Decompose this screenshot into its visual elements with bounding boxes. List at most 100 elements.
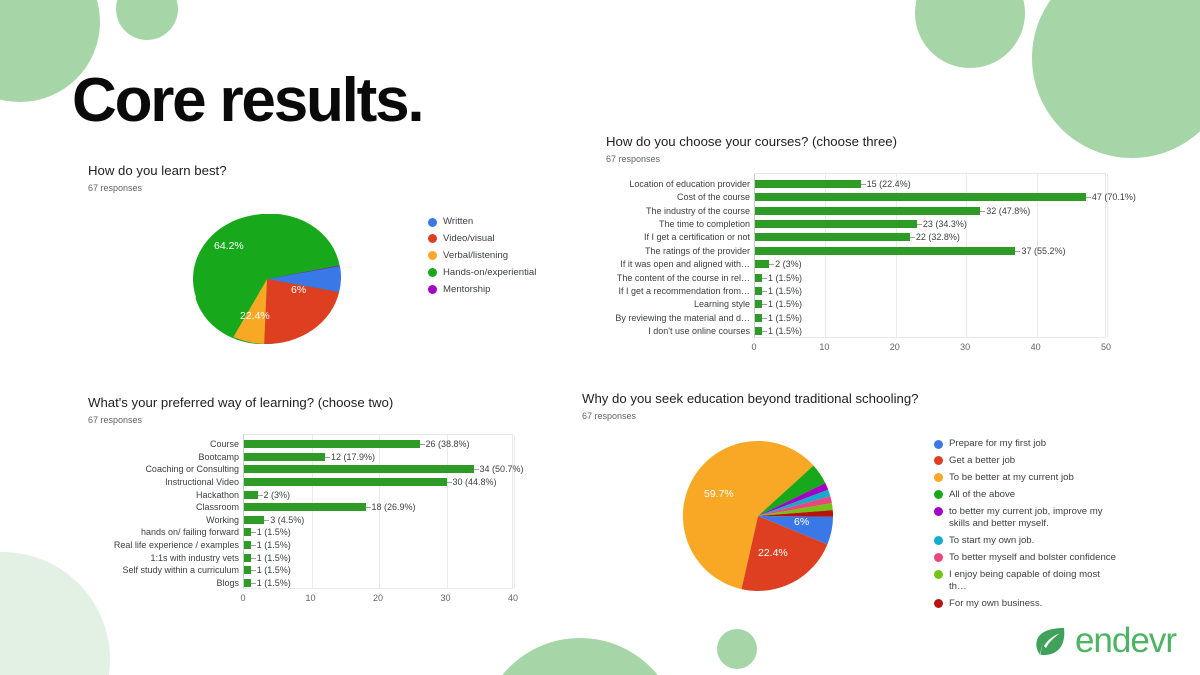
axis-tick-label: 30 [440, 593, 451, 603]
legend-item-written[interactable]: Written [428, 216, 536, 228]
bar-value-label: 1 (1.5%) [256, 577, 291, 588]
bar-chart-preferred-way-of-learning: Course 26 (38.8%) Bootcamp 12 (17.9%) Coachi… [88, 434, 588, 609]
gridline [514, 435, 515, 588]
legend-swatch-icon [428, 285, 437, 295]
pie-slice-better-my-current-job [758, 483, 829, 516]
legend-item-verbal-listening[interactable]: Verbal/listening [428, 250, 536, 262]
bar[interactable] [244, 540, 251, 549]
bar-leader-line [365, 507, 371, 509]
bar-leader-line [264, 519, 270, 521]
bar-chart-how-do-you-choose-your-courses: Location of education provider 15 (22.4%)… [606, 173, 1166, 358]
legend-swatch-icon [934, 439, 943, 449]
bar[interactable] [755, 287, 763, 296]
chart-subtitle: 67 responses [582, 410, 637, 421]
bar[interactable] [755, 313, 763, 322]
bar-value-label: 22 (32.8%) [915, 232, 960, 243]
legend-label: Prepare for my first job [949, 438, 1047, 449]
chart-panel-preferred-way-of-learning: What's your preferred way of learning? (… [88, 394, 588, 614]
bar[interactable] [755, 233, 910, 242]
bar-leader-line [980, 210, 986, 212]
bar[interactable] [244, 578, 251, 587]
legend-swatch-icon [934, 570, 943, 580]
bar-value-label: 2 (3%) [263, 489, 291, 500]
bar[interactable] [755, 260, 770, 269]
legend-swatch-icon [428, 234, 437, 244]
bar-category-label: Coaching or Consulting [145, 464, 239, 475]
bar[interactable] [244, 465, 474, 474]
legend-item-to-better-my-current-job[interactable]: to better my current job, improve my ski… [934, 506, 1119, 530]
legend-item-mentorship[interactable]: Mentorship [428, 284, 536, 296]
bar-leader-line [473, 469, 479, 471]
bar[interactable] [755, 327, 763, 336]
legend-item-i-enjoy-being-capable[interactable]: I enjoy being capable of doing most th… [934, 569, 1119, 593]
pie-slice-start-my-own-job [758, 489, 831, 516]
gridline [1036, 174, 1038, 337]
pie-slice-video-visual [264, 279, 340, 344]
bar[interactable] [755, 300, 763, 309]
pie-legend: Prepare for my first job Get a better jo… [934, 438, 1119, 615]
bar[interactable] [755, 179, 861, 188]
bar[interactable] [244, 528, 251, 537]
axis-tick-label: 40 [1030, 342, 1041, 352]
legend-item-to-be-better-at-my-current-job[interactable]: To be better at my current job [934, 472, 1119, 484]
bar-leader-line [250, 557, 256, 559]
axis-tick-label: 10 [819, 342, 830, 352]
bar-category-label: Bootcamp [198, 451, 239, 462]
bar-value-label: 26 (38.8%) [425, 439, 470, 450]
bar-value-label: 1 (1.5%) [256, 527, 291, 538]
bar-value-label: 1 (1.5%) [768, 272, 803, 283]
pie-svg [193, 214, 341, 344]
bar[interactable] [755, 193, 1086, 202]
legend-item-get-a-better-job[interactable]: Get a better job [934, 455, 1119, 467]
bar[interactable] [755, 246, 1016, 255]
bar-category-label: The time to completion [658, 218, 750, 229]
bar-category-label: Hackathon [195, 489, 239, 500]
bar-category-label: By reviewing the material and d… [615, 312, 750, 323]
bar[interactable] [244, 503, 366, 512]
legend-item-to-better-myself-and-bolster-confidence[interactable]: To better myself and bolster confidence [934, 552, 1119, 564]
bar-value-label: 15 (22.4%) [866, 178, 911, 189]
decor-circle-bottom-center [480, 638, 680, 675]
bar[interactable] [244, 490, 258, 499]
gridline [446, 435, 448, 588]
legend-label: Hands-on/experiential [443, 266, 537, 278]
bar-category-label: If it was open and aligned with… [620, 259, 750, 270]
bar[interactable] [244, 515, 265, 524]
bar-leader-line [762, 317, 768, 319]
decor-circle-bottom-right-small [717, 629, 757, 669]
legend-label: Written [443, 216, 474, 227]
axis-tick-label: 0 [751, 342, 757, 352]
bar[interactable] [244, 440, 420, 449]
chart-title: Why do you seek education beyond traditi… [582, 391, 919, 406]
bar-value-label: 1 (1.5%) [768, 312, 803, 323]
bar[interactable] [755, 206, 981, 215]
bar[interactable] [755, 273, 763, 282]
legend-item-all-of-the-above[interactable]: All of the above [934, 489, 1119, 501]
legend-swatch-icon [934, 507, 943, 517]
gridline [311, 435, 313, 588]
bar-category-label: 1:1s with industry vets [150, 552, 239, 563]
bar[interactable] [244, 566, 251, 575]
brand-logo: endevr [1031, 621, 1177, 661]
legend-item-video-visual[interactable]: Video/visual [428, 233, 536, 245]
bar-value-label: 34 (50.7%) [479, 464, 524, 475]
bar[interactable] [244, 478, 447, 487]
bar-category-label: I don't use online courses [648, 326, 750, 337]
pie-legend: Written Video/visual Verbal/listening Ha… [428, 216, 536, 301]
bar-value-label: 23 (34.3%) [922, 218, 967, 229]
legend-item-to-start-my-own-job[interactable]: To start my own job. [934, 535, 1119, 547]
bar-leader-line [1015, 250, 1021, 252]
gridline [966, 174, 968, 337]
chart-title: How do you choose your courses? (choose … [606, 134, 898, 149]
legend-item-for-my-own-business[interactable]: For my own business. [934, 598, 1119, 610]
legend-item-prepare-for-my-first-job[interactable]: Prepare for my first job [934, 438, 1119, 450]
bar[interactable] [244, 452, 325, 461]
gridline [895, 174, 897, 337]
bar[interactable] [755, 219, 917, 228]
pie-slice-better-current-job [682, 440, 814, 590]
legend-item-hands-on-experiential[interactable]: Hands-on/experiential [428, 267, 536, 279]
legend-swatch-icon [428, 217, 437, 227]
bar-value-label: 32 (47.8%) [986, 205, 1031, 216]
bar[interactable] [244, 553, 251, 562]
bar-category-label: Learning style [693, 299, 750, 310]
